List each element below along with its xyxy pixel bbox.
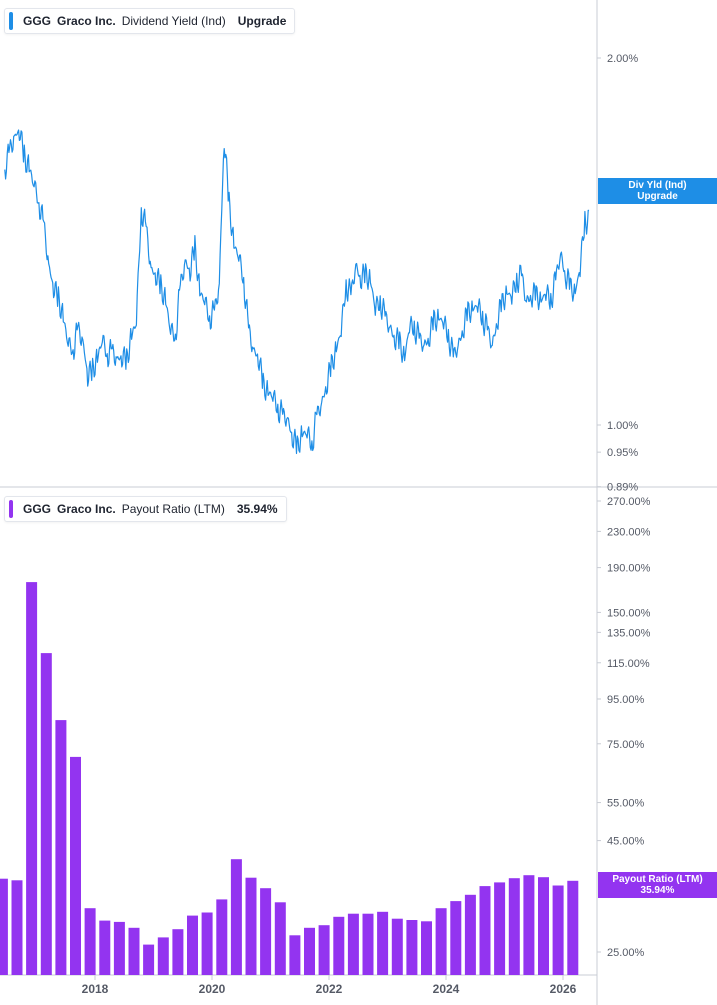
bottom-y-tick-label: 75.00% xyxy=(607,739,645,751)
top-legend-symbol: GGG xyxy=(23,14,52,28)
payout-ratio-bar xyxy=(157,937,169,975)
x-tick-label: 2020 xyxy=(199,982,226,996)
payout-ratio-bar xyxy=(230,859,242,975)
bottom-y-tick-label: 95.00% xyxy=(607,694,645,706)
top-legend-value[interactable]: Upgrade xyxy=(237,14,287,28)
payout-ratio-bar xyxy=(567,880,579,975)
payout-ratio-bar xyxy=(274,902,286,975)
payout-ratio-bar xyxy=(435,908,447,975)
payout-ratio-bar xyxy=(40,653,52,975)
bottom-y-tick-label: 150.00% xyxy=(607,607,651,619)
payout-ratio-bar xyxy=(172,929,184,975)
dividend-yield-line xyxy=(4,129,590,455)
payout-ratio-bar xyxy=(391,918,403,975)
x-tick-label: 2024 xyxy=(433,982,460,996)
payout-ratio-bar xyxy=(508,878,520,975)
bottom-legend-value: 35.94% xyxy=(236,502,278,516)
top-legend-company: Graco Inc. xyxy=(57,14,116,28)
bottom-chart-legend[interactable]: GGG Graco Inc. Payout Ratio (LTM) 35.94% xyxy=(4,496,287,522)
payout-ratio-bar xyxy=(260,888,272,975)
payout-ratio-bar xyxy=(245,877,257,975)
payout-ratio-bar xyxy=(421,921,432,975)
payout-ratio-bar xyxy=(318,925,330,975)
bottom-y-tick-label: 115.00% xyxy=(607,658,650,670)
bottom-legend-metric: Payout Ratio (LTM) xyxy=(121,502,225,516)
payout-ratio-bar xyxy=(216,899,228,975)
payout-ratio-bar xyxy=(11,880,23,975)
div-yield-flag: Div Yld (Ind) Upgrade xyxy=(598,178,717,204)
payout-ratio-bar xyxy=(26,582,38,975)
bottom-legend-symbol: GGG xyxy=(23,502,52,516)
bottom-y-tick-label: 270.00% xyxy=(607,496,651,508)
payout-ratio-flag-title: Payout Ratio (LTM) xyxy=(612,874,703,885)
x-tick-label: 2026 xyxy=(550,982,577,996)
top-y-tick-label: 0.95% xyxy=(607,447,638,459)
payout-ratio-bar xyxy=(333,916,345,975)
payout-ratio-flag-value: 35.94% xyxy=(640,885,675,896)
payout-ratio-bar xyxy=(377,911,389,975)
payout-ratio-bar xyxy=(128,927,140,975)
bottom-y-tick-label: 135.00% xyxy=(607,627,651,639)
bottom-y-tick-label: 45.00% xyxy=(607,836,645,848)
payout-ratio-bar xyxy=(0,878,8,975)
payout-ratio-bar xyxy=(464,894,476,975)
payout-ratio-bar xyxy=(187,915,198,975)
payout-ratio-bar xyxy=(347,913,359,975)
payout-ratio-bar xyxy=(406,920,418,975)
payout-ratio-bar xyxy=(55,720,67,975)
payout-swatch xyxy=(9,500,13,518)
x-tick-label: 2022 xyxy=(316,982,343,996)
payout-ratio-bar xyxy=(84,908,96,975)
bottom-y-tick-label: 25.00% xyxy=(607,947,645,959)
payout-ratio-bar xyxy=(362,913,374,975)
bottom-y-tick-label: 190.00% xyxy=(607,563,651,575)
payout-ratio-bar xyxy=(99,920,111,975)
yield-swatch xyxy=(9,12,13,30)
top-legend-metric: Dividend Yield (Ind) xyxy=(121,14,226,28)
top-y-tick-label: 1.00% xyxy=(607,420,638,432)
payout-ratio-bar xyxy=(289,935,301,975)
bottom-y-tick-label: 55.00% xyxy=(607,798,645,810)
bottom-y-tick-label: 230.00% xyxy=(607,526,651,538)
bottom-legend-company: Graco Inc. xyxy=(57,502,116,516)
payout-ratio-bar xyxy=(538,877,549,975)
payout-ratio-flag: Payout Ratio (LTM) 35.94% xyxy=(598,872,717,898)
payout-ratio-bar xyxy=(113,921,125,975)
payout-ratio-bar xyxy=(494,882,506,975)
payout-ratio-bar xyxy=(304,927,315,975)
payout-ratio-bar xyxy=(201,912,213,975)
div-yield-flag-title: Div Yld (Ind) xyxy=(628,180,687,191)
payout-ratio-bar xyxy=(70,756,81,975)
top-y-tick-label: 0.89% xyxy=(607,482,638,494)
x-tick-label: 2018 xyxy=(82,982,109,996)
top-chart-legend[interactable]: GGG Graco Inc. Dividend Yield (Ind) Upgr… xyxy=(4,8,296,34)
div-yield-flag-value[interactable]: Upgrade xyxy=(637,191,678,202)
payout-ratio-bar xyxy=(143,944,155,975)
payout-ratio-bar xyxy=(450,901,462,975)
payout-ratio-bar xyxy=(523,875,535,975)
payout-ratio-bar xyxy=(552,885,564,975)
top-y-tick-label: 2.00% xyxy=(607,53,638,65)
payout-ratio-bar xyxy=(479,886,491,975)
